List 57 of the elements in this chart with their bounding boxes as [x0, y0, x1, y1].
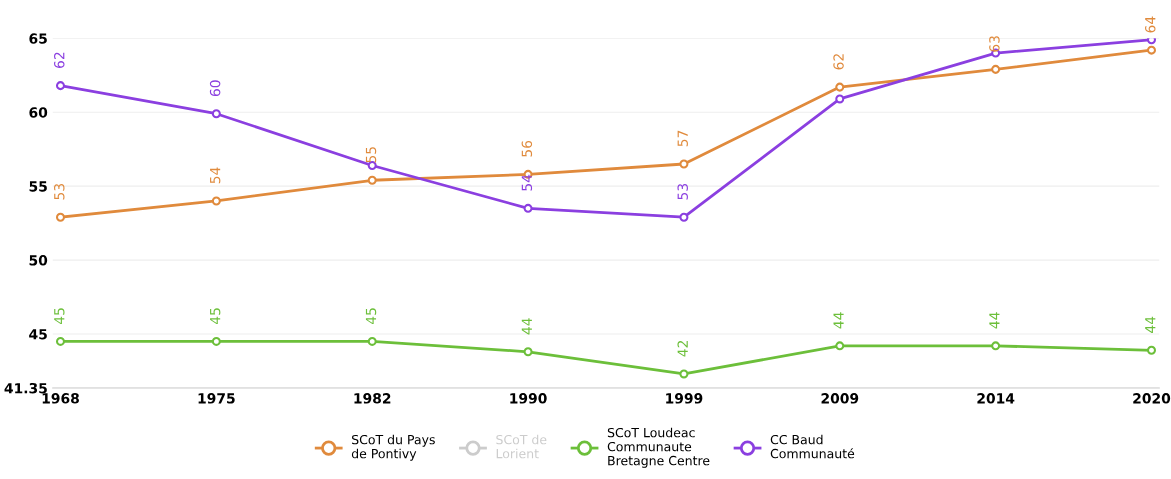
- data-label: 44: [521, 318, 532, 335]
- x-tick-label: 1968: [42, 393, 79, 404]
- x-tick-label: 2014: [977, 393, 1015, 404]
- point: [1146, 345, 1157, 355]
- point: [55, 212, 65, 222]
- point: [211, 196, 221, 206]
- data-label: 42: [677, 341, 688, 357]
- data-label: 62: [833, 54, 844, 70]
- data-label: 44: [989, 312, 1000, 329]
- data-label: 45: [365, 308, 377, 325]
- data-label: 45: [54, 308, 65, 325]
- x-tick-label: 2009: [821, 393, 859, 404]
- legend-label: SCoT du Pays de Pontivy: [351, 434, 435, 461]
- x-tick-label: 1999: [666, 393, 703, 404]
- data-label: 53: [677, 183, 688, 200]
- point: [523, 347, 533, 357]
- point: [367, 336, 377, 346]
- data-label: 45: [210, 308, 221, 325]
- y-tick-label: 45: [29, 329, 47, 340]
- point: [55, 81, 65, 91]
- data-label: 53: [54, 183, 65, 200]
- data-label: 56: [521, 140, 533, 157]
- legend-label: SCoT Loudeac Communaute Bretagne Centre: [607, 427, 710, 468]
- x-tick-label: 1982: [354, 393, 391, 404]
- point: [991, 64, 1001, 74]
- x-tick-label: 1975: [198, 393, 235, 404]
- x-tick-label: 2020: [1133, 393, 1171, 404]
- y-tick-label: 50: [29, 255, 48, 266]
- data-label: 54: [521, 174, 533, 191]
- data-label: 64: [1145, 16, 1156, 33]
- point: [367, 175, 377, 185]
- point: [679, 212, 689, 222]
- y-tick-label: 41.35: [4, 382, 47, 394]
- point: [835, 94, 845, 104]
- data-label: 63: [989, 36, 1000, 52]
- data-label: 44: [1145, 316, 1156, 333]
- data-label: 62: [54, 52, 65, 68]
- point: [679, 159, 689, 169]
- point: [1146, 45, 1157, 55]
- legend-label: CC Baud Communauté: [770, 434, 855, 459]
- y-tick-label: 65: [29, 33, 47, 44]
- data-label: 55: [365, 147, 377, 163]
- point: [211, 109, 221, 119]
- data-label: 54: [210, 167, 221, 184]
- data-label: 60: [209, 80, 221, 97]
- point: [835, 82, 845, 92]
- x-tick-label: 1990: [510, 393, 547, 404]
- point: [211, 336, 221, 346]
- point: [835, 341, 845, 351]
- point: [679, 369, 689, 379]
- point: [55, 336, 65, 346]
- data-label: 57: [677, 130, 688, 147]
- point: [523, 203, 533, 213]
- point: [991, 341, 1001, 351]
- data-label: 44: [833, 312, 844, 329]
- y-tick-label: 55: [29, 181, 47, 192]
- y-tick-label: 60: [29, 107, 48, 118]
